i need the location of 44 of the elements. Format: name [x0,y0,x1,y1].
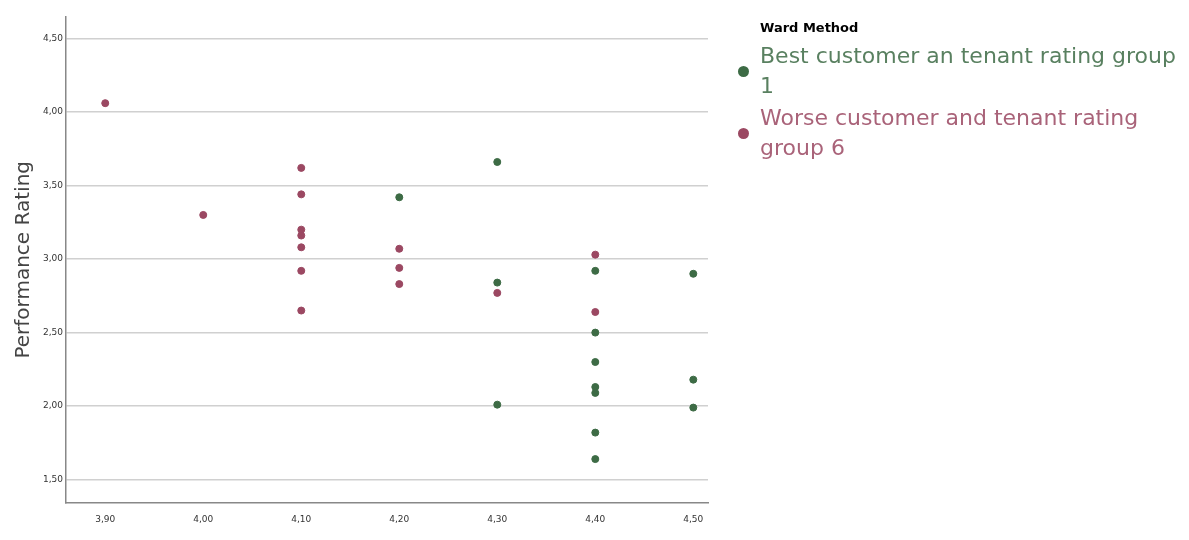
point [297,243,306,252]
y-tick-label: 1,50 [42,474,64,485]
point [689,403,698,412]
y-tick-label: 2,00 [42,400,64,411]
point [395,244,404,253]
x-tick-label: 4,40 [585,513,606,524]
point [493,158,502,166]
point [297,231,306,240]
x-tick-label: 4,00 [193,513,214,524]
point [493,288,502,297]
legend-label: Best customer an tenant rating group 1 [760,42,1177,100]
point [591,428,600,437]
point [297,163,306,172]
point [101,99,110,108]
x-tick-label: 4,20 [389,513,410,524]
x-tick-label: 3,90 [95,513,116,524]
point [199,210,208,219]
legend-title: Ward Method [759,20,860,35]
point [591,250,600,259]
point [591,308,600,317]
point [493,400,502,409]
point [297,306,306,315]
point [591,455,600,464]
point [297,190,306,199]
y-axis-title: Performance Rating [10,161,35,359]
point [493,278,502,287]
point [591,328,600,337]
point [591,358,600,367]
point [395,263,404,272]
y-tick-label: 4,00 [42,106,64,117]
legend-label: Worse customer and tenant rating group 6 [760,104,1140,162]
point [395,193,404,202]
point [297,266,306,275]
x-tick-label: 4,50 [683,513,704,524]
point [689,269,698,278]
x-tick-label: 4,10 [291,513,312,524]
point [395,280,404,289]
y-tick-label: 3,00 [42,253,64,264]
point [591,266,600,275]
point [689,375,698,384]
y-tick-label: 4,50 [42,32,64,43]
y-tick-label: 2,50 [42,326,64,337]
y-tick-label: 3,50 [42,179,64,190]
x-tick-label: 4,30 [487,513,508,524]
